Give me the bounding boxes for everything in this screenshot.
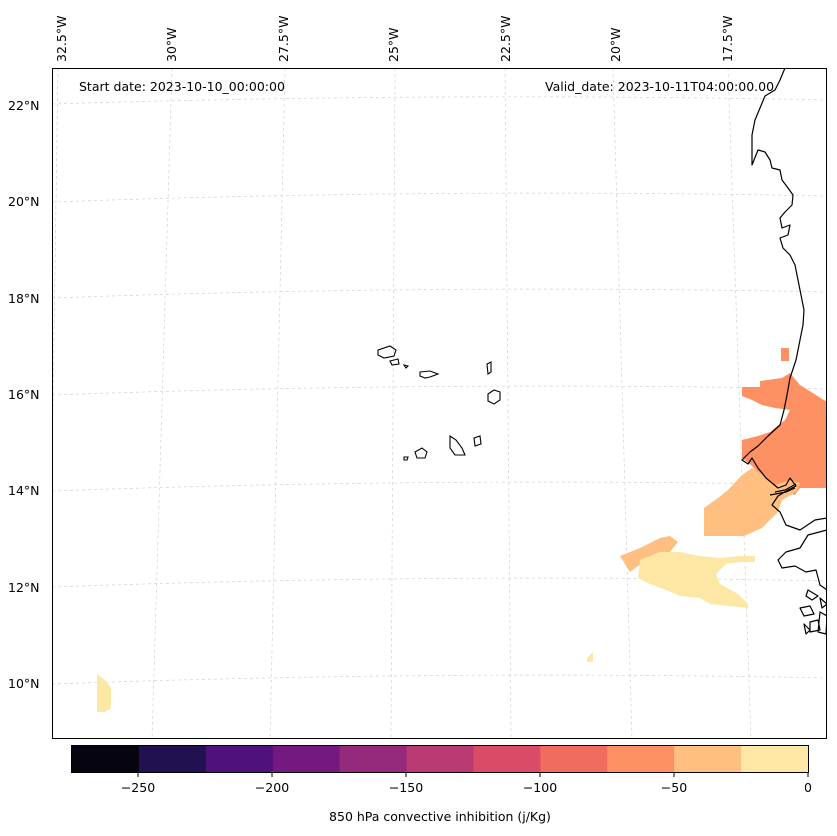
lat-label-20n: 20°N — [8, 194, 40, 209]
graticule — [52, 68, 827, 739]
lat-label-16n: 16°N — [8, 387, 40, 402]
island-fogo — [414, 447, 428, 459]
colorbar-tick-label: −200 — [254, 780, 290, 795]
lon-label-20w: 20°W — [608, 27, 623, 62]
lat-label-12n: 12°N — [8, 580, 40, 595]
cin-region-yellow-left — [97, 674, 111, 712]
start-date-label: Start date: 2023-10-10_00:00:00 — [79, 79, 285, 94]
west-africa-coastline — [741, 68, 827, 531]
colorbar-segment — [72, 746, 140, 772]
colorbar-title: 850 hPa convective inhibition (j/Kg) — [329, 809, 551, 824]
cin-region-yellow-small — [587, 652, 593, 662]
lon-label-25w: 25°W — [386, 27, 401, 62]
lat-label-10n: 10°N — [8, 676, 40, 691]
lat-label-14n: 14°N — [8, 483, 40, 498]
colorbar-segment — [406, 746, 474, 772]
colorbar — [72, 746, 809, 772]
colorbar-tick-label: −150 — [388, 780, 424, 795]
colorbar-segment — [674, 746, 742, 772]
colorbar-segment — [540, 746, 608, 772]
guinea-islands — [799, 589, 827, 635]
colorbar-segment — [339, 746, 408, 772]
lon-label-22-5w: 22.5°W — [498, 15, 513, 62]
island-sao-nicolau — [419, 370, 440, 379]
lon-label-17-5w: 17.5°W — [720, 15, 735, 62]
coastlines — [741, 68, 827, 635]
colorbar-tick-label: 0 — [804, 780, 812, 795]
lat-label-18n: 18°N — [8, 291, 40, 306]
colorbar-segment — [473, 746, 541, 772]
island-sal — [486, 361, 492, 375]
lon-label-27-5w: 27.5°W — [276, 15, 291, 62]
senegal-gambia-lines — [769, 483, 797, 496]
lat-label-22n: 22°N — [8, 98, 40, 113]
cape-verde-islands — [377, 345, 501, 461]
cin-region-orange-small — [781, 348, 789, 361]
map-frame — [52, 68, 827, 739]
colorbar-segment — [138, 746, 207, 772]
lon-label-30w: 30°W — [164, 27, 179, 62]
lon-label-32-5w: 32.5°W — [54, 15, 69, 62]
cin-field — [97, 348, 827, 712]
colorbar-tick-label: −50 — [660, 780, 688, 795]
island-santiago — [449, 434, 466, 456]
cin-region-light-orange-2 — [620, 536, 678, 572]
cin-region-yellow — [638, 552, 755, 608]
cin-region-orange — [742, 373, 827, 495]
colorbar-tick-label: −250 — [120, 780, 156, 795]
guinea-bissau-coast — [777, 529, 827, 591]
colorbar-tick-label: −100 — [522, 780, 558, 795]
colorbar-segment — [607, 746, 675, 772]
island-boa-vista — [487, 389, 501, 405]
island-santa-luzia — [402, 364, 410, 369]
colorbar-frame — [71, 745, 809, 773]
colorbar-segment — [741, 746, 809, 772]
colorbar-segment — [205, 746, 274, 772]
cin-region-light-orange — [704, 468, 800, 536]
colorbar-segment — [272, 746, 341, 772]
valid-date-label: Valid_date: 2023-10-11T04:00:00.00 — [545, 79, 775, 94]
island-maio — [473, 435, 482, 447]
island-sao-vicente — [389, 358, 400, 366]
island-santo-antao — [377, 345, 397, 359]
island-brava — [403, 456, 409, 461]
